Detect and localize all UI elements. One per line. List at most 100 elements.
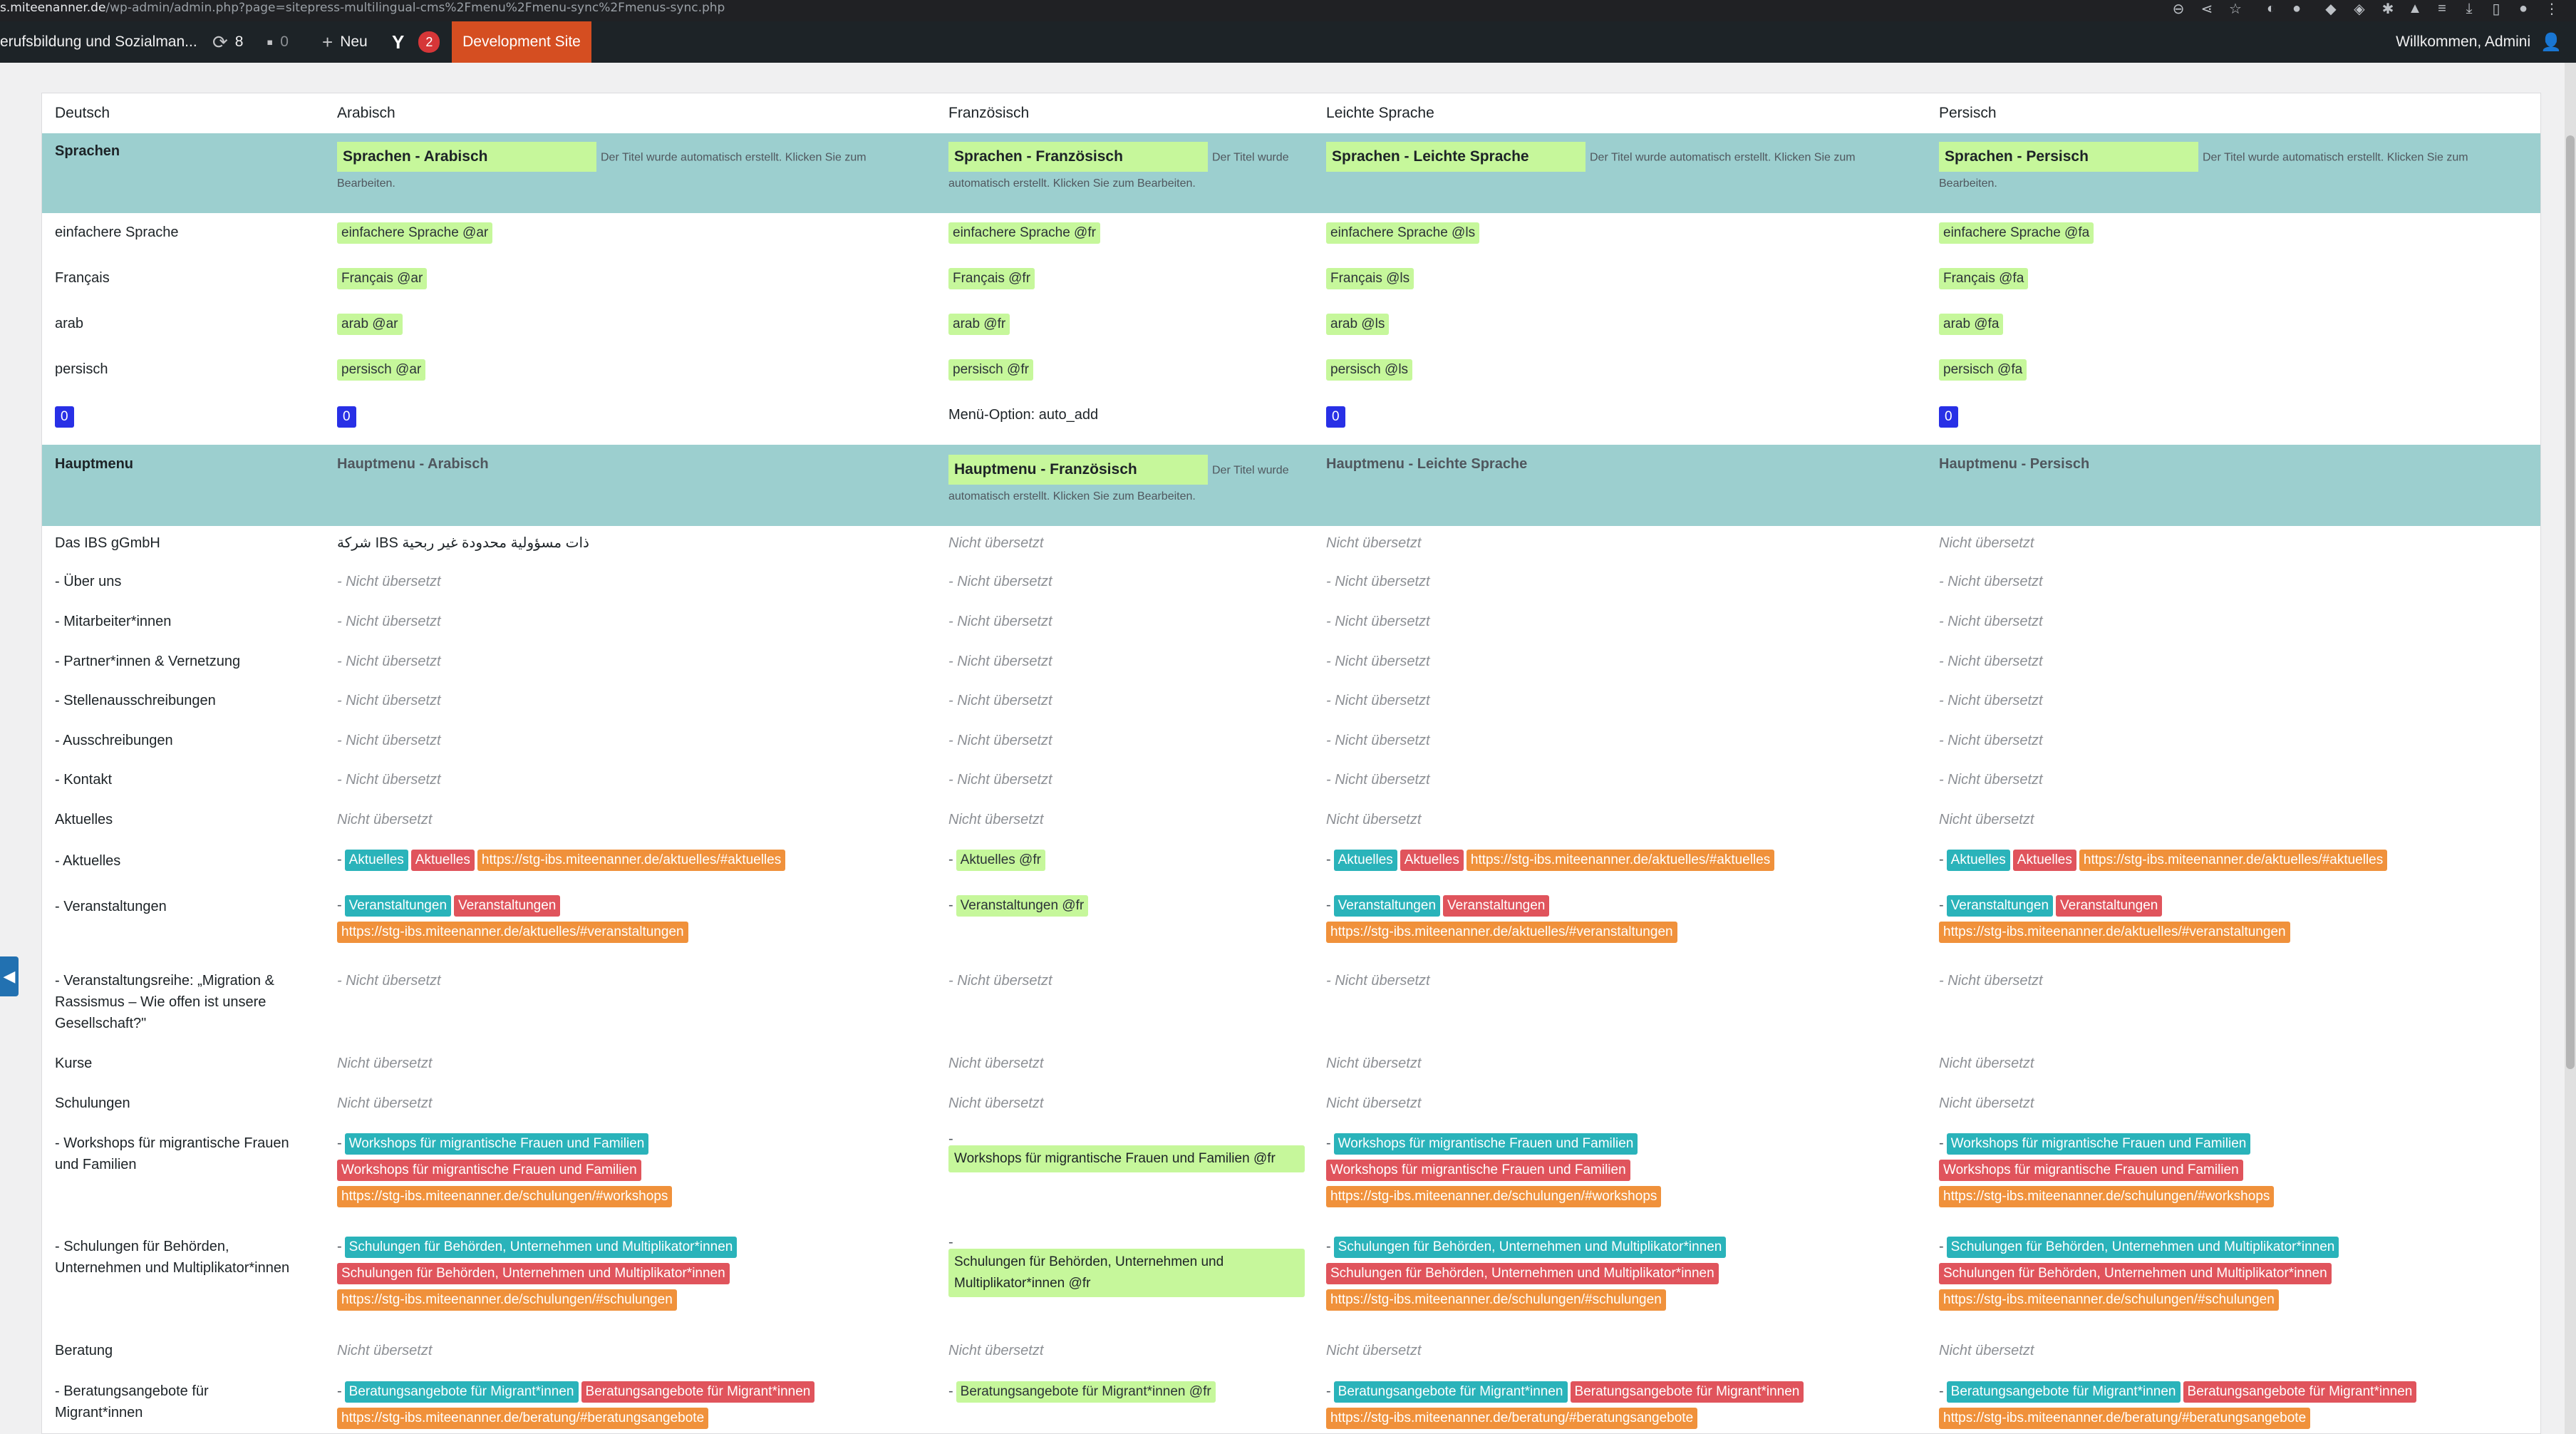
not-translated: - Nicht übersetzt [948,772,1052,788]
auto-title-note: Bearbeiten. [337,177,395,190]
table-row: - Partner*innen & Vernetzung - Nicht übe… [42,649,2540,689]
dash: - [1326,1135,1331,1151]
item-label-line: Migrant*innen [55,1405,143,1420]
not-translated: - Nicht übersetzt [1326,614,1430,629]
title-input[interactable]: Sprachen - Arabisch [337,142,596,172]
option-badge[interactable]: 0 [55,406,74,428]
table-row: Das IBS gGmbH شركة IBS ذات مسؤولية محدود… [42,530,2540,569]
not-translated: Nicht übersetzt [948,1095,1044,1111]
menu-group-row: Sprachen Sprachen - Arabisch Der Titel wu… [42,133,2540,213]
bookmark-star-icon[interactable]: ☆ [2229,1,2242,17]
comments-link[interactable]: ▪ 0 [267,21,289,63]
dash: - [948,897,953,913]
table-row: - Kontakt - Nicht übersetzt - Nicht über… [42,768,2540,808]
item-label-line: Unternehmen und Multiplikator*innen [55,1260,290,1276]
extension-icon[interactable]: ◈ [2354,1,2365,17]
not-translated: Nicht übersetzt [337,1343,433,1358]
not-translated: - Nicht übersetzt [948,574,1052,589]
auto-title-note: Der Titel wurde [1212,151,1289,164]
title-input[interactable]: Sprachen - Französisch [948,142,1208,172]
development-site-link[interactable]: Development Site [452,21,591,63]
not-translated: - Nicht übersetzt [337,733,441,748]
auto-title-note: automatisch erstellt. Klicken Sie zum Be… [948,490,1196,502]
menu-title: Hauptmenu - Arabisch [337,456,489,472]
option-badge[interactable]: 0 [1939,406,1958,428]
translated-title-pill: Schulungen für Behörden, Unternehmen und… [1939,1263,2332,1284]
scrollbar-thumb[interactable] [2566,135,2575,1069]
item-label: Schulungen [55,1095,130,1111]
translated-title-pill: Veranstaltungen [1443,895,1550,917]
item-label: - Schulungen für Behörden, Unternehmen u… [55,1236,326,1279]
extension-icon[interactable]: ◐ [2266,0,2276,16]
puzzle-icon[interactable]: ✱ [2381,1,2394,17]
url-pill: https://stg-ibs.miteenanner.de/beratung/… [1326,1408,1698,1429]
not-translated: - Nicht übersetzt [1939,693,2043,708]
not-translated: - Nicht übersetzt [1326,574,1430,589]
title-input[interactable]: Sprachen - Leichte Sprache [1326,142,1586,172]
extension-icon[interactable]: ◆ [2325,1,2337,17]
zoom-icon[interactable]: ⊖ [2172,1,2185,17]
new-content-link[interactable]: + Neu [322,21,368,63]
menu-title: Hauptmenu - Leichte Sprache [1326,456,1528,472]
title-input[interactable]: Hauptmenu - Französisch [948,455,1208,485]
title-input[interactable]: Sprachen - Persisch [1939,142,2198,172]
menu-title-cell: Sprachen - Persisch Der Titel wurde autom… [1939,142,2538,193]
extension-icon[interactable]: ▯ [2492,1,2500,17]
extension-icon[interactable]: ▲ [2408,0,2422,16]
translated-item: persisch @fa [1939,359,2027,381]
collapse-tab[interactable]: ◀ [0,956,19,996]
item-label-line: Gesellschaft?" [55,1016,147,1031]
translated-title-pill: Veranstaltungen [2056,895,2163,917]
menu-name: Sprachen [55,143,120,159]
table-header: Deutsch Arabisch Französisch Leichte Spr… [42,93,2540,133]
original-title-pill: Workshops für migrantische Frauen und Fa… [1946,1133,2251,1155]
menu-title: Hauptmenu - Persisch [1939,456,2090,472]
translated-item: einfachere Sprache @ar [337,222,493,244]
share-icon[interactable]: ⋖ [2200,1,2213,17]
not-translated: Nicht übersetzt [1326,1056,1422,1071]
translated-item: persisch @ls [1326,359,1413,381]
table-row: Français Français @ar Français @fr Franç… [42,264,2540,310]
dash: - [948,1234,953,1250]
menu-icon[interactable]: ⋮ [2545,1,2559,17]
profile-icon[interactable]: ● [2518,0,2528,16]
original-title-pill: Schulungen für Behörden, Unternehmen und… [1946,1237,2339,1258]
extension-icon[interactable]: ≡ [2438,0,2446,16]
page-scrollbar[interactable] [2565,63,2576,1434]
original-title-pill: Beratungsangebote für Migrant*innen [344,1381,579,1403]
original-title-pill: Veranstaltungen [344,895,452,917]
table-row: - Veranstaltungen - Veranstaltungen Verans… [42,893,2540,967]
not-translated: - Nicht übersetzt [948,654,1052,669]
table-row: einfachere Sprache einfachere Sprache @a… [42,219,2540,264]
site-name-link[interactable]: erufsbildung und Sozialman... [0,21,197,63]
menu-option-row: 0 0 Menü-Option: auto_add 0 0 [42,401,2540,447]
not-translated: - Nicht übersetzt [948,973,1052,989]
url-pill: https://stg-ibs.miteenanner.de/aktuelles… [477,850,786,871]
option-badge[interactable]: 0 [337,406,356,428]
not-translated: Nicht übersetzt [1326,812,1422,827]
browser-url-bar[interactable]: s.miteenanner.de/wp-admin/admin.php?page… [0,0,2576,21]
menu-title-cell: Sprachen - Französisch Der Titel wurde aut… [948,142,1319,193]
table-row: persisch persisch @ar persisch @fr persi… [42,356,2540,401]
table-row: - Über uns - Nicht übersetzt - Nicht übe… [42,569,2540,609]
site-name: erufsbildung und Sozialman... [0,33,197,50]
option-badge[interactable]: 0 [1326,406,1345,428]
updates-link[interactable]: ⟳ 8 [212,21,243,63]
translated-item: arab @fr [948,314,1010,335]
not-translated: - Nicht übersetzt [1939,733,2043,748]
url-domain: s.miteenanner.de [0,1,106,15]
translated-item: Schulungen für Behörden, Unternehmen und… [948,1249,1305,1297]
translated-item: Français @fa [1939,268,2029,289]
dash: - [1939,1239,1944,1254]
url-pill: https://stg-ibs.miteenanner.de/aktuelles… [1466,850,1775,871]
dash: - [337,1383,342,1399]
my-account-link[interactable]: Willkommen, Admini 👤 [2396,21,2562,63]
original-title-pill: Workshops für migrantische Frauen und Fa… [344,1133,649,1155]
download-icon[interactable]: ⤓ [2466,0,2473,16]
url-text[interactable]: s.miteenanner.de/wp-admin/admin.php?page… [0,1,725,15]
extension-icon[interactable]: ● [2292,0,2302,16]
not-translated: Nicht übersetzt [337,1056,433,1071]
dash: - [1939,852,1944,867]
item-label-line: Rassismus – Wie offen ist unsere [55,994,267,1010]
